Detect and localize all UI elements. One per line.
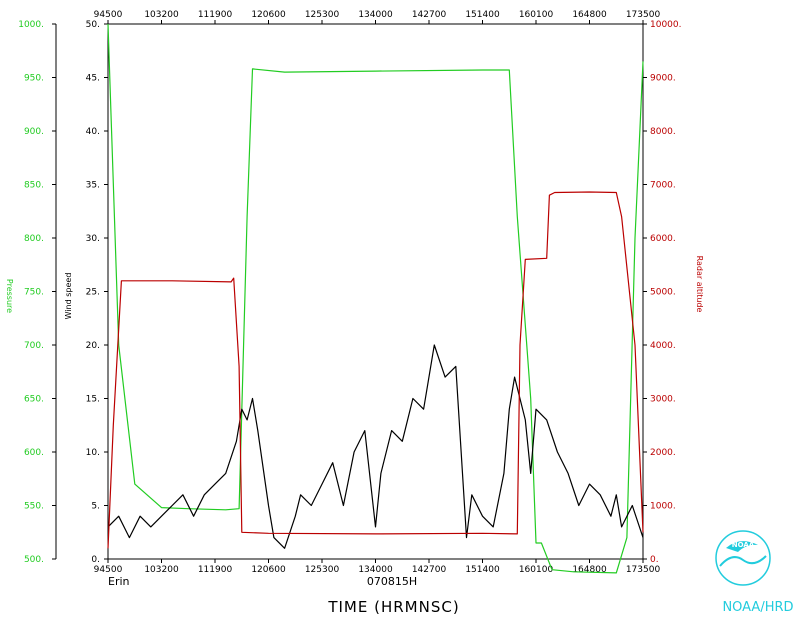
wind-tick-label: 35. [86, 181, 100, 191]
wind-tick-label: 5. [91, 502, 100, 512]
pressure-tick-label: 850. [24, 181, 44, 191]
pressure-tick-label: 800. [24, 234, 44, 244]
pressure-tick-label: 650. [24, 395, 44, 405]
pressure-tick-label: 500. [24, 555, 44, 565]
x-top-tick-label: 134000 [358, 10, 393, 20]
wind-tick-label: 0. [91, 555, 100, 565]
altitude-tick-label: 9000. [650, 74, 676, 84]
wind-tick-label: 40. [86, 127, 100, 137]
x-axis-top: 94500 103200 111900 120600 125300 134000 14270… [94, 10, 661, 24]
pressure-tick-label: 750. [24, 288, 44, 298]
noaa-logo-caption: NOAA/HRD [722, 600, 793, 615]
altitude-tick-label: 4000. [650, 341, 676, 351]
x-top-tick-label: 164800 [572, 10, 607, 20]
x-top-tick-label: 111900 [198, 10, 233, 20]
pressure-axis: 1000. 950. 900. 850. 800. 750. 700. 650. 600. 550… [18, 20, 56, 565]
altitude-tick-label: 8000. [650, 127, 676, 137]
x-top-tick-label: 151400 [465, 10, 500, 20]
x-axis-bottom: 94500 103200 111900 120600 125300 134000 14270… [94, 559, 661, 575]
wind-tick-label: 30. [86, 234, 100, 244]
wind-axis-title: Wind speed [64, 273, 73, 320]
pressure-tick-label: 550. [24, 502, 44, 512]
x-tick-label: 164800 [572, 565, 607, 575]
pressure-series-line [107, 23, 644, 574]
storm-name: Erin [108, 575, 130, 588]
pressure-tick-label: 1000. [18, 20, 44, 30]
wind-series-line [107, 344, 644, 549]
x-axis-title: TIME (HRMNSC) [327, 598, 459, 616]
altitude-axis-title: Radar altitude [695, 256, 704, 313]
noaa-logo-bird [726, 541, 758, 552]
pressure-tick-label: 600. [24, 448, 44, 458]
wind-tick-label: 15. [86, 395, 100, 405]
wind-tick-label: 10. [86, 448, 100, 458]
x-tick-label: 173500 [626, 565, 661, 575]
altitude-tick-label: 1000. [650, 502, 676, 512]
x-tick-label: 134000 [358, 565, 393, 575]
flight-id: 070815H [367, 575, 417, 588]
noaa-logo-wave [719, 555, 767, 567]
wind-tick-label: 25. [86, 288, 100, 298]
x-tick-label: 111900 [198, 565, 233, 575]
altitude-tick-label: 2000. [650, 448, 676, 458]
x-top-tick-label: 94500 [94, 10, 123, 20]
noaa-logo: NOAA NOAA/HRD [715, 530, 794, 615]
wind-tick-label: 50. [86, 20, 100, 30]
x-tick-label: 120600 [251, 565, 286, 575]
x-top-tick-label: 103200 [144, 10, 179, 20]
x-tick-label: 142700 [412, 565, 447, 575]
series-layer [107, 23, 644, 574]
pressure-tick-label: 950. [24, 74, 44, 84]
noaa-logo-ring [715, 530, 771, 586]
altitude-tick-label: 7000. [650, 181, 676, 191]
altitude-tick-label: 10000. [650, 20, 682, 30]
noaa-emblem-text: NOAA [732, 541, 755, 549]
altitude-tick-label: 0. [650, 555, 659, 565]
wind-axis: 50. 45. 40. 35. 30. 25. 20. 15. 10. 5. 0. [86, 20, 108, 565]
x-tick-label: 151400 [465, 565, 500, 575]
pressure-tick-label: 700. [24, 341, 44, 351]
altitude-tick-label: 5000. [650, 288, 676, 298]
x-top-tick-label: 125300 [305, 10, 340, 20]
x-top-tick-label: 120600 [251, 10, 286, 20]
altitude-tick-label: 6000. [650, 234, 676, 244]
x-tick-label: 94500 [94, 565, 123, 575]
altitude-axis: 10000. 9000. 8000. 7000. 6000. 5000. 4000. 3000… [643, 20, 682, 565]
altitude-series-line [107, 191, 644, 549]
x-top-tick-label: 173500 [626, 10, 661, 20]
altitude-tick-label: 3000. [650, 395, 676, 405]
x-top-tick-label: 142700 [412, 10, 447, 20]
x-tick-label: 160100 [519, 565, 554, 575]
pressure-tick-label: 900. [24, 127, 44, 137]
wind-tick-label: 20. [86, 341, 100, 351]
x-tick-label: 103200 [144, 565, 179, 575]
wind-tick-label: 45. [86, 74, 100, 84]
x-tick-label: 125300 [305, 565, 340, 575]
x-top-tick-label: 160100 [519, 10, 554, 20]
pressure-axis-title: Pressure [5, 279, 14, 313]
